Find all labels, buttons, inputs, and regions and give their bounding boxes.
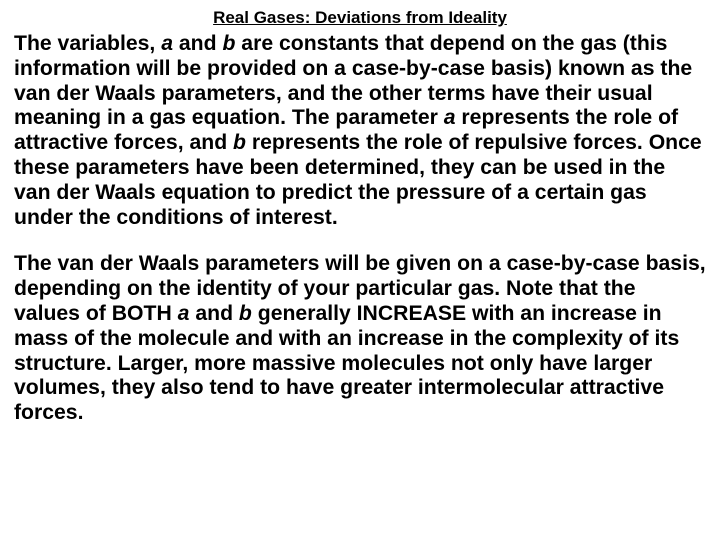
text-run: and	[173, 32, 222, 55]
var-b: b	[222, 32, 235, 55]
var-b: b	[239, 302, 252, 325]
var-b: b	[233, 131, 246, 154]
var-a: a	[161, 32, 173, 55]
paragraph-spacer	[14, 230, 706, 252]
paragraph-1: The variables, a and b are constants tha…	[14, 32, 706, 230]
var-a: a	[444, 106, 456, 129]
var-a: a	[178, 302, 190, 325]
text-run: The variables,	[14, 32, 161, 55]
text-run: and	[189, 302, 238, 325]
page-title: Real Gases: Deviations from Ideality	[14, 8, 706, 28]
paragraph-2: The van der Waals parameters will be giv…	[14, 252, 706, 426]
